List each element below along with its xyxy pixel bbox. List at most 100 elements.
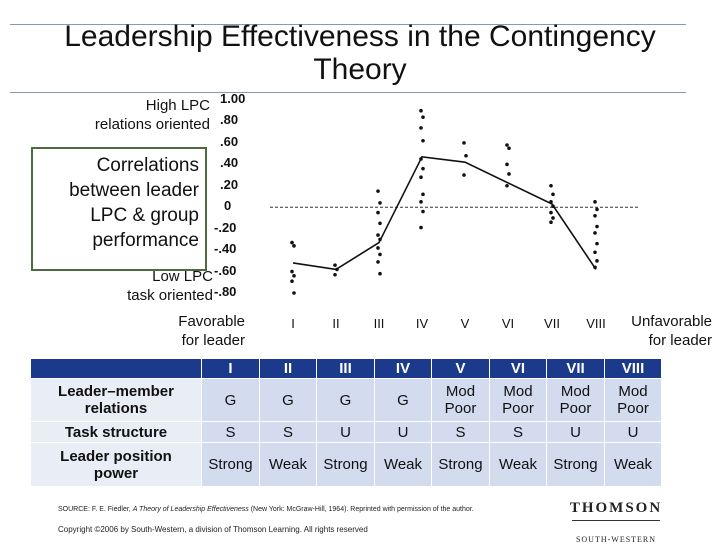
data-point bbox=[292, 291, 296, 295]
data-point bbox=[593, 231, 597, 235]
table-cell: S bbox=[259, 421, 317, 443]
x-tick-label: V bbox=[460, 316, 470, 331]
data-point bbox=[551, 204, 555, 208]
data-point bbox=[419, 108, 423, 113]
data-point bbox=[421, 166, 425, 171]
data-point bbox=[419, 200, 423, 204]
y-tick-label: .80 bbox=[220, 112, 239, 128]
data-point bbox=[292, 274, 296, 278]
x-tick-label: IV bbox=[415, 316, 429, 331]
table-cell: Mod Poor bbox=[604, 378, 662, 422]
table-cell: U bbox=[546, 421, 605, 443]
table-column-header: IV bbox=[374, 358, 432, 379]
unfavorable-label: Unfavorable for leader bbox=[631, 313, 712, 349]
data-point bbox=[551, 216, 555, 220]
data-point bbox=[595, 259, 599, 263]
data-point bbox=[376, 210, 380, 215]
table-cell: U bbox=[604, 421, 662, 443]
data-point bbox=[378, 201, 382, 205]
table-column-header: V bbox=[431, 358, 490, 379]
table-column-header: I bbox=[201, 358, 260, 379]
source-suffix: (New York: McGraw-Hill, 1964). Reprinted… bbox=[248, 506, 474, 513]
y-tick-label: -.60 bbox=[214, 262, 237, 278]
data-point bbox=[593, 265, 597, 270]
x-tick-label: I bbox=[291, 316, 295, 331]
table-row: Leader–member relations G G G G Mod Poor Mod P… bbox=[30, 378, 662, 422]
y-tick-label: .20 bbox=[220, 176, 239, 192]
data-point bbox=[290, 279, 294, 284]
data-point bbox=[464, 153, 468, 158]
table-cell: Weak bbox=[604, 442, 662, 487]
x-tick-label: VIII bbox=[586, 316, 606, 331]
source-prefix: SOURCE: F. E. Fiedler, bbox=[58, 506, 133, 513]
table-header-corner bbox=[30, 358, 202, 379]
correlation-box: Correlations between leader LPC & group … bbox=[31, 147, 207, 271]
table-row-label: Leader–member relations bbox=[30, 378, 202, 422]
table-body: Leader–member relations G G G G Mod Poor Mod P… bbox=[30, 378, 662, 487]
table-cell: S bbox=[431, 421, 490, 443]
table-cell: Strong bbox=[316, 442, 375, 487]
data-point bbox=[378, 252, 382, 257]
data-point bbox=[595, 207, 599, 212]
data-point bbox=[421, 115, 425, 119]
copyright-note: Copyright ©2006 by South-Western, a divi… bbox=[58, 525, 368, 534]
table-row-label: Task structure bbox=[30, 421, 202, 443]
table-cell: Strong bbox=[201, 442, 260, 487]
table-cell: Weak bbox=[259, 442, 317, 487]
data-point bbox=[376, 260, 380, 264]
y-tick-label: .60 bbox=[220, 133, 239, 149]
data-point bbox=[593, 250, 597, 255]
table-row-label: Leader position power bbox=[30, 442, 202, 487]
correlation-box-text: Correlations between leader LPC & group … bbox=[69, 155, 199, 251]
data-point bbox=[378, 271, 382, 276]
data-point bbox=[462, 173, 466, 177]
y-tick-label: -.20 bbox=[214, 219, 237, 235]
table-column-header: VII bbox=[546, 358, 605, 379]
data-point bbox=[549, 220, 553, 225]
y-tick-label: -.80 bbox=[214, 284, 237, 299]
data-point bbox=[462, 141, 466, 145]
table-cell: S bbox=[201, 421, 260, 443]
logo-top-text: THOMSON bbox=[569, 500, 663, 516]
high-lpc-label: High LPC relations oriented bbox=[94, 97, 210, 133]
table-cell: Mod Poor bbox=[546, 378, 605, 422]
table-cell: G bbox=[316, 378, 375, 422]
data-point bbox=[421, 209, 425, 214]
table-column-header: III bbox=[316, 358, 375, 379]
data-point bbox=[421, 138, 425, 143]
page-title: Leadership Effectiveness in the Continge… bbox=[64, 20, 656, 86]
data-point bbox=[378, 221, 382, 226]
data-point bbox=[419, 126, 423, 130]
logo-divider bbox=[572, 520, 660, 521]
data-point bbox=[551, 192, 555, 197]
table-cell: G bbox=[201, 378, 260, 422]
data-point bbox=[419, 175, 423, 179]
data-point bbox=[419, 157, 423, 161]
table-cell: G bbox=[374, 378, 432, 422]
source-book-title: A Theory of Leadership Effectiveness bbox=[132, 506, 249, 513]
data-point bbox=[376, 189, 380, 193]
favorable-label: Favorable for leader bbox=[178, 313, 245, 349]
x-tick-label: II bbox=[332, 316, 340, 331]
table-column-header: VI bbox=[489, 358, 547, 379]
data-point bbox=[549, 200, 553, 204]
title-rule bbox=[10, 92, 686, 93]
table-cell: Mod Poor bbox=[431, 378, 490, 422]
data-point bbox=[378, 237, 382, 242]
table-cell: Weak bbox=[489, 442, 547, 487]
table-column-header: VIII bbox=[604, 358, 662, 379]
data-point bbox=[549, 183, 553, 188]
table-header-row: I II III IV V VI VII VIII bbox=[30, 358, 662, 379]
table-cell: U bbox=[374, 421, 432, 443]
data-point bbox=[593, 200, 597, 204]
table-cell: G bbox=[259, 378, 317, 422]
source-note: SOURCE: F. E. Fiedler, A Theory of Leade… bbox=[58, 506, 474, 513]
y-tick-label: 0 bbox=[224, 198, 232, 214]
publisher-logo: THOMSON SOUTH-WESTERN bbox=[566, 500, 666, 544]
situation-table: I II III IV V VI VII VIII Leader–member relatio… bbox=[30, 358, 662, 487]
y-tick-label: 1.00 bbox=[220, 91, 246, 106]
data-point bbox=[419, 225, 423, 230]
data-point bbox=[333, 272, 337, 277]
data-point bbox=[505, 143, 509, 147]
